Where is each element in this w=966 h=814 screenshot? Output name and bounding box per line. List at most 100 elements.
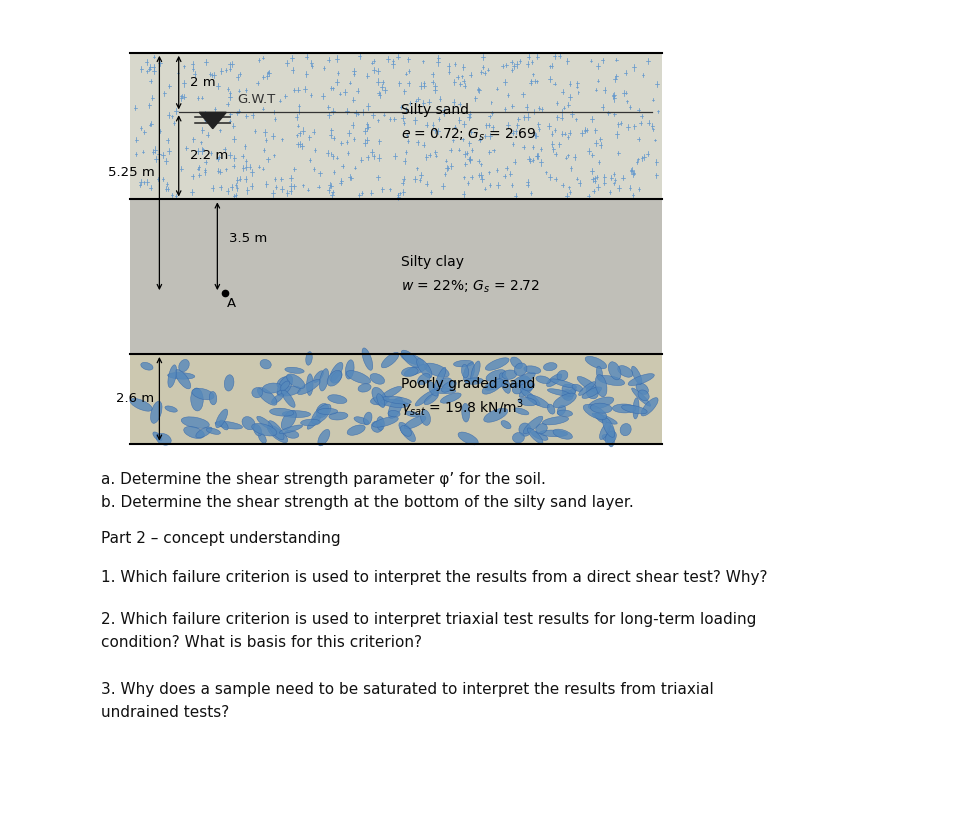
Ellipse shape [512, 383, 524, 394]
Ellipse shape [307, 414, 322, 429]
Ellipse shape [260, 360, 271, 369]
Ellipse shape [377, 394, 384, 408]
Text: 2. Which failure criterion is used to interpret triaxial test results for long-t: 2. Which failure criterion is used to in… [101, 612, 756, 627]
Text: G.W.T: G.W.T [237, 93, 275, 106]
Ellipse shape [548, 389, 570, 396]
Text: 1. Which failure criterion is used to interpret the results from a direct shear : 1. Which failure criterion is used to in… [101, 570, 768, 584]
Text: 3.5 m: 3.5 m [229, 232, 268, 244]
Ellipse shape [521, 388, 540, 405]
Ellipse shape [271, 394, 283, 404]
Ellipse shape [524, 416, 543, 434]
Ellipse shape [277, 377, 289, 387]
Ellipse shape [502, 370, 517, 379]
Ellipse shape [306, 352, 312, 365]
Text: 2 m: 2 m [190, 77, 216, 89]
Ellipse shape [318, 409, 338, 414]
Ellipse shape [544, 362, 557, 370]
Ellipse shape [346, 360, 355, 379]
Ellipse shape [435, 367, 446, 390]
Ellipse shape [424, 363, 449, 377]
Ellipse shape [440, 393, 461, 403]
Ellipse shape [621, 405, 647, 414]
Text: Poorly graded sand: Poorly graded sand [401, 377, 535, 392]
Ellipse shape [417, 374, 430, 385]
Ellipse shape [501, 421, 511, 429]
Ellipse shape [607, 426, 614, 447]
Ellipse shape [406, 411, 419, 417]
Ellipse shape [277, 386, 301, 396]
Ellipse shape [540, 430, 567, 437]
Ellipse shape [277, 375, 293, 396]
Ellipse shape [280, 381, 290, 391]
Ellipse shape [536, 423, 548, 434]
Ellipse shape [190, 388, 203, 411]
Ellipse shape [524, 365, 541, 374]
Ellipse shape [557, 405, 565, 415]
Ellipse shape [510, 372, 535, 387]
Ellipse shape [151, 401, 162, 423]
Ellipse shape [420, 409, 431, 426]
Ellipse shape [465, 378, 483, 384]
Ellipse shape [453, 361, 473, 367]
Ellipse shape [318, 430, 329, 446]
Ellipse shape [347, 425, 365, 435]
Ellipse shape [215, 421, 242, 429]
Ellipse shape [210, 392, 216, 405]
Ellipse shape [320, 369, 328, 391]
Ellipse shape [399, 422, 415, 442]
Ellipse shape [300, 419, 320, 426]
Ellipse shape [562, 384, 576, 396]
Text: Silty sand: Silty sand [401, 103, 469, 117]
Ellipse shape [327, 370, 342, 386]
Ellipse shape [215, 409, 228, 427]
Ellipse shape [547, 374, 562, 387]
Text: $\gamma_{sat}$ = 19.8 kN/m$^3$: $\gamma_{sat}$ = 19.8 kN/m$^3$ [401, 398, 524, 419]
Ellipse shape [370, 374, 384, 384]
Text: Part 2 – concept understanding: Part 2 – concept understanding [101, 531, 341, 545]
Text: 2.2 m: 2.2 m [190, 150, 229, 162]
Ellipse shape [590, 403, 612, 414]
Ellipse shape [415, 391, 434, 406]
Ellipse shape [358, 383, 371, 392]
Bar [130, 53, 662, 199]
Ellipse shape [564, 388, 577, 399]
Ellipse shape [242, 417, 255, 430]
Ellipse shape [586, 386, 598, 399]
Text: $e$ = 0.72; $G_s$ = 2.69: $e$ = 0.72; $G_s$ = 2.69 [401, 126, 536, 142]
Ellipse shape [424, 393, 439, 405]
Ellipse shape [514, 408, 528, 415]
Ellipse shape [585, 357, 607, 369]
Ellipse shape [179, 360, 189, 372]
Ellipse shape [306, 374, 313, 396]
Ellipse shape [600, 422, 611, 440]
Ellipse shape [542, 417, 569, 425]
Ellipse shape [514, 363, 526, 376]
Ellipse shape [596, 366, 603, 380]
Ellipse shape [224, 374, 234, 391]
Ellipse shape [572, 384, 582, 392]
Ellipse shape [617, 365, 633, 377]
Bar [130, 354, 662, 444]
Ellipse shape [388, 410, 400, 417]
Ellipse shape [252, 423, 277, 436]
Ellipse shape [527, 428, 543, 444]
Ellipse shape [462, 365, 469, 378]
Ellipse shape [499, 373, 510, 393]
Ellipse shape [462, 404, 469, 422]
Ellipse shape [428, 382, 439, 396]
Ellipse shape [485, 358, 509, 370]
Ellipse shape [285, 367, 304, 374]
Ellipse shape [464, 362, 474, 383]
Ellipse shape [633, 398, 639, 419]
Ellipse shape [285, 431, 298, 438]
Ellipse shape [598, 375, 625, 386]
Ellipse shape [602, 435, 613, 442]
Ellipse shape [527, 395, 550, 408]
Ellipse shape [153, 432, 162, 441]
Text: $w$ = 22%; $G_s$ = 2.72: $w$ = 22%; $G_s$ = 2.72 [401, 278, 540, 295]
Ellipse shape [263, 383, 282, 393]
Ellipse shape [253, 424, 262, 436]
Ellipse shape [404, 416, 426, 429]
Ellipse shape [402, 367, 418, 377]
Ellipse shape [388, 397, 403, 418]
